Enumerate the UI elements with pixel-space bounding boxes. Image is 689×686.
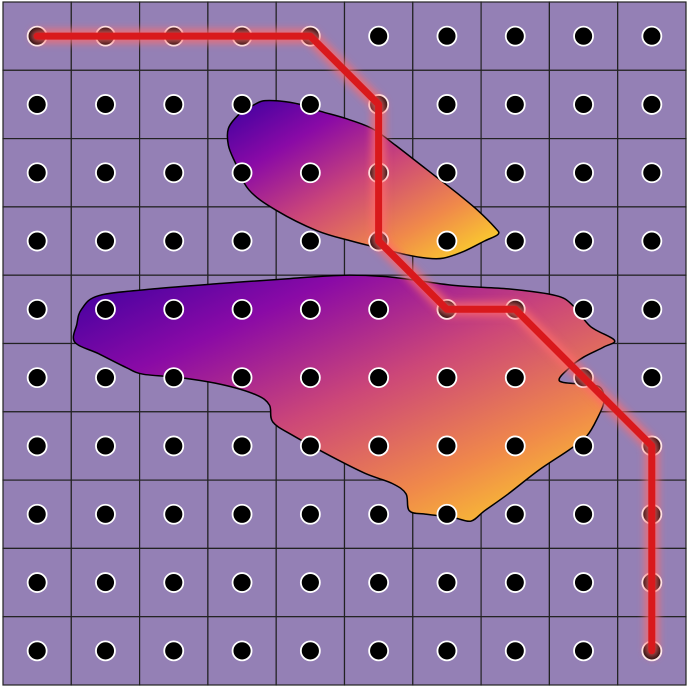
grid-node[interactable]: [436, 94, 458, 115]
grid-node[interactable]: [368, 298, 390, 320]
grid-node[interactable]: [231, 435, 253, 457]
grid-node[interactable]: [163, 640, 185, 662]
grid-node[interactable]: [641, 298, 663, 320]
grid-node[interactable]: [163, 435, 185, 457]
grid-node[interactable]: [641, 367, 663, 389]
grid-cell[interactable]: [70, 138, 141, 208]
grid-node[interactable]: [436, 640, 458, 662]
grid-node[interactable]: [368, 367, 390, 389]
grid-node[interactable]: [504, 640, 526, 662]
grid-node[interactable]: [95, 640, 116, 662]
grid-node[interactable]: [368, 25, 390, 47]
grid-node[interactable]: [231, 503, 253, 525]
grid-node[interactable]: [504, 94, 526, 115]
grid-node[interactable]: [641, 25, 663, 47]
grid-node[interactable]: [231, 162, 253, 184]
grid-node[interactable]: [163, 503, 185, 525]
grid-node[interactable]: [163, 94, 185, 115]
grid-node[interactable]: [573, 94, 594, 115]
grid-node[interactable]: [95, 367, 116, 389]
grid-node[interactable]: [504, 572, 526, 593]
grid-node[interactable]: [299, 367, 321, 389]
grid-node[interactable]: [163, 162, 185, 184]
grid-node[interactable]: [641, 162, 663, 184]
grid-cell[interactable]: [548, 206, 619, 276]
obstacle-lower: [72, 274, 616, 523]
grid-node[interactable]: [368, 503, 390, 525]
grid-node[interactable]: [504, 367, 526, 389]
grid-node[interactable]: [299, 572, 321, 593]
grid-node[interactable]: [573, 230, 594, 252]
grid-node[interactable]: [368, 435, 390, 457]
grid-node[interactable]: [26, 572, 48, 593]
grid-node[interactable]: [573, 162, 594, 184]
grid-node[interactable]: [299, 640, 321, 662]
grid-node[interactable]: [26, 162, 48, 184]
grid-node[interactable]: [436, 572, 458, 593]
grid-node[interactable]: [436, 162, 458, 184]
grid-node[interactable]: [26, 94, 48, 115]
obstacles-layer: [72, 99, 616, 523]
grid-node[interactable]: [95, 162, 116, 184]
grid-cell[interactable]: [480, 1, 551, 71]
grid-node[interactable]: [26, 640, 48, 662]
grid-node[interactable]: [299, 435, 321, 457]
grid-node[interactable]: [299, 503, 321, 525]
grid-node[interactable]: [436, 230, 458, 252]
grid-node[interactable]: [163, 572, 185, 593]
grid-node[interactable]: [26, 435, 48, 457]
grid-node[interactable]: [436, 25, 458, 47]
route-path: [33, 32, 656, 655]
grid-node[interactable]: [573, 25, 594, 47]
grid-node[interactable]: [436, 435, 458, 457]
grid-node[interactable]: [368, 640, 390, 662]
grid-node[interactable]: [231, 640, 253, 662]
grid-node[interactable]: [573, 572, 594, 593]
grid-node[interactable]: [26, 230, 48, 252]
grid-node[interactable]: [231, 298, 253, 320]
grid-node[interactable]: [641, 230, 663, 252]
grid-node[interactable]: [504, 230, 526, 252]
grid-node[interactable]: [231, 572, 253, 593]
grid-node[interactable]: [573, 503, 594, 525]
grid-node[interactable]: [368, 572, 390, 593]
grid-node[interactable]: [95, 572, 116, 593]
grid-node[interactable]: [641, 94, 663, 115]
grid-node[interactable]: [95, 298, 116, 320]
grid-node[interactable]: [95, 230, 116, 252]
grid-node[interactable]: [163, 367, 185, 389]
grid-node[interactable]: [26, 298, 48, 320]
grid-node[interactable]: [573, 435, 594, 457]
grid-node[interactable]: [163, 298, 185, 320]
grid-node[interactable]: [436, 367, 458, 389]
grid-node[interactable]: [573, 298, 594, 320]
grid-node[interactable]: [231, 367, 253, 389]
grid-node[interactable]: [163, 230, 185, 252]
route-path-layer: [30, 29, 659, 658]
grid-node[interactable]: [95, 435, 116, 457]
grid-node[interactable]: [299, 230, 321, 252]
grid-node[interactable]: [504, 162, 526, 184]
grid-node[interactable]: [231, 230, 253, 252]
grid-node[interactable]: [26, 503, 48, 525]
grid-node[interactable]: [436, 503, 458, 525]
grid-node[interactable]: [26, 367, 48, 389]
grid-node[interactable]: [504, 25, 526, 47]
grid-node[interactable]: [299, 94, 321, 115]
grid-node[interactable]: [95, 94, 116, 115]
grid-node[interactable]: [95, 503, 116, 525]
grid-node[interactable]: [299, 298, 321, 320]
grid-node[interactable]: [573, 640, 594, 662]
grid-node[interactable]: [231, 94, 253, 115]
grid-node[interactable]: [504, 435, 526, 457]
grid-node[interactable]: [504, 503, 526, 525]
grid-node[interactable]: [299, 162, 321, 184]
